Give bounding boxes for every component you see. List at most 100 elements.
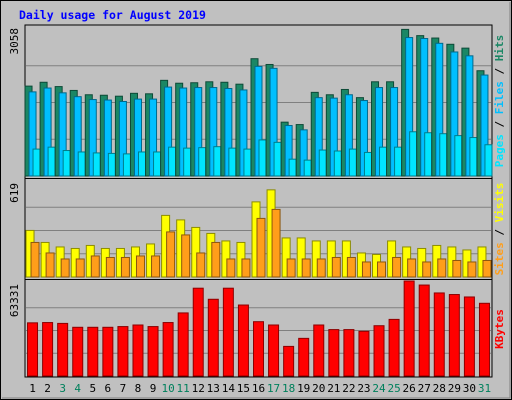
bar-sites-day-4 [75,258,85,278]
bar-pages-day-29 [454,135,463,177]
legend-separator: / [493,222,506,242]
bar-pages-day-17 [273,141,282,177]
bar-pages-day-30 [469,137,478,177]
x-tick-label-day-4: 4 [74,382,81,395]
bar-pages-day-31 [484,144,493,177]
bar-sites-day-9 [151,255,161,278]
bar-kbytes-day-2 [42,322,54,377]
x-tick-label-day-22: 22 [342,382,355,395]
bar-kbytes-day-13 [207,298,219,377]
bar-kbytes-day-28 [433,292,445,377]
x-tick-label-day-29: 29 [448,382,461,395]
legend-sites: Sites [493,242,506,275]
panel-legend: Sites / Visits [493,183,506,276]
bar-kbytes-day-29 [448,294,460,377]
bar-sites-day-20 [316,258,326,278]
x-tick-label-day-17: 17 [267,382,280,395]
bar-kbytes-day-19 [298,337,310,377]
bar-kbytes-day-6 [102,326,114,377]
bar-sites-day-19 [301,258,311,278]
bar-kbytes-day-16 [253,321,264,377]
x-tick-label-day-9: 9 [150,382,157,395]
legend-visits: Visits [493,183,506,223]
bar-pages-day-20 [318,149,327,177]
x-tick-label-day-13: 13 [207,382,220,395]
panel-max-label: 63331 [8,284,21,317]
bar-pages-day-16 [258,139,267,177]
x-tick-label-day-28: 28 [433,382,446,395]
bar-sites-day-16 [256,217,266,278]
bar-pages-day-5 [92,152,101,177]
x-tick-label-day-24: 24 [372,382,386,395]
bar-sites-day-10 [166,231,176,278]
panel-legend: Pages / Files / Hits [493,35,506,168]
bar-visits-day-12 [191,226,201,278]
panel-legend: KBytes [493,309,506,349]
bar-sites-day-26 [407,258,417,278]
bar-sites-day-15 [241,258,251,278]
panel-hits-files-pages: 3058 Pages / Files / Hits [8,28,506,177]
x-tick-label-day-19: 19 [297,382,310,395]
panel-visits-sites: 619 Sites / Visits [8,178,506,278]
plot-frame [24,24,493,378]
x-tick-label-day-26: 26 [403,382,416,395]
x-tick-label-day-6: 6 [105,382,112,395]
bar-kbytes-day-25 [388,318,400,377]
bar-kbytes-day-7 [117,326,129,377]
x-tick-label-day-2: 2 [44,382,51,395]
bar-pages-day-12 [198,147,207,177]
x-tick-label-day-16: 16 [252,382,265,395]
bar-kbytes-day-12 [192,287,204,377]
x-tick-label-day-20: 20 [312,382,325,395]
bar-pages-day-14 [228,147,237,177]
bar-sites-day-12 [196,252,206,278]
bar-sites-day-18 [286,258,296,278]
bar-pages-day-22 [348,148,357,177]
bar-sites-day-7 [120,256,130,278]
bar-kbytes-day-31 [478,302,490,377]
bar-kbytes-day-11 [177,312,189,377]
bar-pages-day-4 [77,151,86,177]
bar-sites-day-29 [452,259,462,278]
bar-pages-day-24 [379,146,388,177]
bar-kbytes-day-1 [27,322,39,377]
bar-pages-day-28 [439,133,448,177]
x-tick-label-day-15: 15 [237,382,250,395]
bar-sites-day-1 [30,241,40,278]
bar-sites-day-30 [467,261,477,278]
bar-kbytes-day-22 [343,329,355,377]
x-tick-label-day-5: 5 [89,382,96,395]
x-tick-label-day-11: 11 [177,382,190,395]
x-tick-label-day-23: 23 [357,382,370,395]
bar-pages-day-26 [409,131,418,177]
bar-kbytes-day-14 [222,287,234,377]
bar-visits-day-18 [281,237,291,278]
x-tick-label-day-18: 18 [282,382,295,395]
bar-kbytes-day-26 [403,280,415,377]
x-tick-label-day-10: 10 [161,382,174,395]
bar-pages-day-19 [303,159,312,177]
legend-separator: / [493,61,506,81]
legend-hits: Hits [493,35,506,62]
bar-pages-day-2 [47,146,56,177]
bar-visits-day-19 [296,237,306,278]
x-tick-label-day-12: 12 [192,382,205,395]
bar-kbytes-day-30 [463,296,475,377]
bar-kbytes-day-10 [162,322,174,377]
bar-sites-day-8 [135,255,145,278]
bar-pages-day-27 [424,132,433,177]
bar-kbytes-day-27 [418,284,430,377]
bar-pages-day-10 [168,146,177,177]
bar-kbytes-day-8 [132,324,144,377]
bar-sites-day-6 [105,256,115,278]
bar-sites-day-21 [331,256,341,278]
bar-pages-day-8 [137,151,146,177]
bar-kbytes-day-23 [358,330,370,377]
x-tick-label-day-31: 31 [478,382,491,395]
bar-pages-day-18 [288,158,297,177]
bar-kbytes-day-18 [283,345,295,377]
bar-sites-day-28 [437,258,447,278]
